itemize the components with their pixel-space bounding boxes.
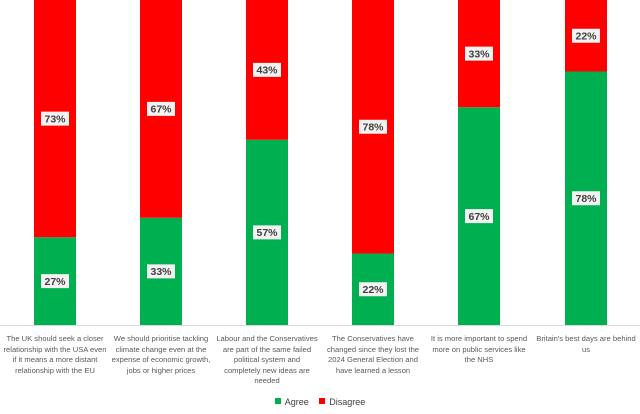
data-label-disagree-4: 33% [468, 48, 490, 60]
category-label-2: Labour and the Conservatives are part of… [216, 334, 318, 386]
legend-label-disagree: Disagree [329, 397, 366, 407]
data-label-bg-agree-0 [41, 274, 69, 289]
data-label-bg-disagree-3 [359, 119, 387, 134]
data-label-bg-agree-3 [359, 282, 387, 297]
category-label-3: The Conservatives have changed since the… [326, 334, 420, 375]
data-label-agree-3: 22% [362, 284, 384, 296]
data-label-agree-2: 57% [256, 227, 278, 239]
data-label-bg-agree-1 [147, 264, 175, 279]
legend-swatch-agree [274, 398, 281, 404]
data-label-agree-4: 67% [468, 211, 490, 223]
data-label-bg-disagree-5 [572, 28, 600, 43]
bars-group [34, 0, 607, 325]
data-label-bg-agree-2 [253, 225, 281, 240]
legend-item-agree: Agree [274, 397, 309, 407]
data-label-bg-disagree-0 [41, 111, 69, 126]
data-label-agree-5: 78% [575, 193, 597, 205]
data-label-disagree-5: 22% [575, 31, 597, 43]
data-label-disagree-3: 78% [362, 122, 384, 134]
data-label-disagree-1: 67% [150, 104, 172, 116]
data-label-bg-disagree-2 [253, 62, 281, 77]
legend: Agree Disagree [0, 397, 640, 407]
data-labels-group: 27% 73% 33% 67% 57% 43% 22% 78% 67% 33% 78% 22% [41, 28, 600, 297]
data-label-disagree-0: 73% [44, 113, 66, 125]
category-label-5: Britain's best days are behind us [536, 334, 636, 354]
legend-label-agree: Agree [284, 397, 309, 407]
legend-swatch-disagree [319, 398, 326, 404]
category-label-1: We should prioritise tackling climate ch… [111, 334, 211, 375]
data-label-bg-disagree-4 [465, 46, 493, 61]
data-label-agree-1: 33% [150, 266, 172, 278]
data-label-bg-agree-5 [572, 191, 600, 206]
category-label-4: It is more important to spend more on pu… [430, 334, 528, 365]
category-label-0: The UK should seek a closer relationship… [3, 334, 107, 375]
legend-item-disagree: Disagree [319, 397, 365, 407]
data-label-bg-agree-4 [465, 209, 493, 224]
data-label-agree-0: 27% [44, 276, 66, 288]
data-label-disagree-2: 43% [256, 65, 278, 77]
data-label-bg-disagree-1 [147, 101, 175, 116]
